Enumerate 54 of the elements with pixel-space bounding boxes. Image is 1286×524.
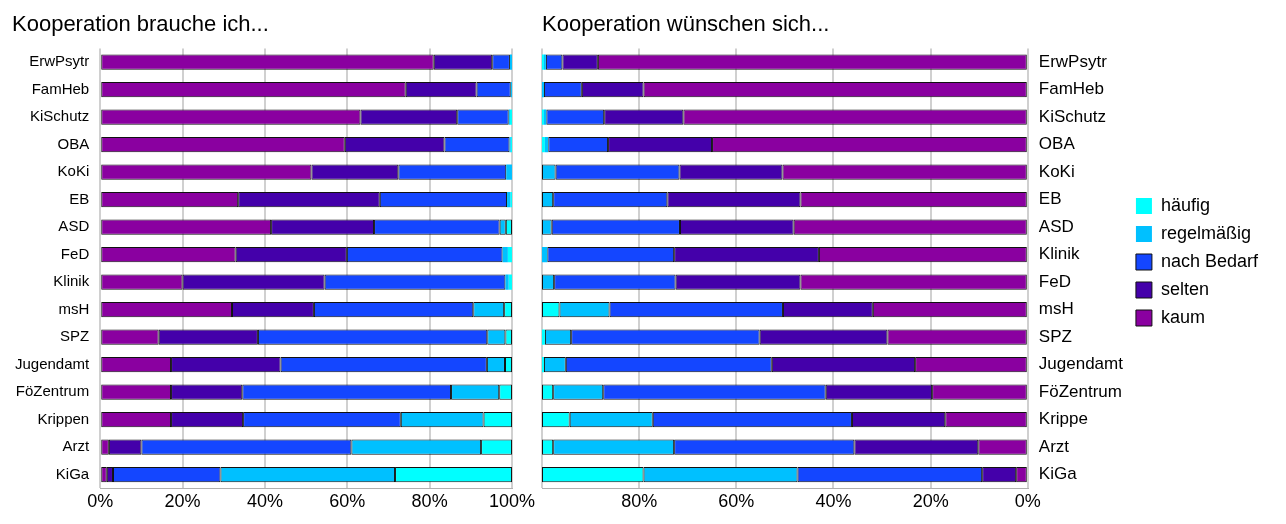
y-tick-label: SPZ <box>1038 326 1072 346</box>
y-tick-label: ASD <box>58 217 90 235</box>
legend-label: selten <box>1160 278 1209 299</box>
chart-title: Kooperation brauche ich... <box>12 11 269 37</box>
y-tick-label: FamHeb <box>1038 79 1105 99</box>
legend-label: häufig <box>1160 194 1210 215</box>
bar <box>502 247 508 263</box>
legend-label: kaum <box>1160 306 1205 327</box>
y-tick-label: Krippe <box>1038 409 1088 429</box>
y-tick-label: EB <box>69 189 90 207</box>
x-tick-label: 20% <box>912 491 949 512</box>
y-tick-label: KiSchutz <box>30 107 90 125</box>
y-tick-label: KoKi <box>1038 161 1075 181</box>
y-tick-label: Krippen <box>37 409 90 427</box>
legend-label: nach Bedarf <box>1160 250 1259 271</box>
y-tick-label: FöZentrum <box>15 382 90 400</box>
x-tick-label: 40% <box>246 491 283 512</box>
x-tick-label: 80% <box>621 491 658 512</box>
x-tick-label: 80% <box>411 491 448 512</box>
x-tick-label: 40% <box>815 491 852 512</box>
x-tick-label: 0% <box>1014 491 1041 512</box>
y-tick-label: Klinik <box>1038 244 1080 264</box>
x-tick-label: 20% <box>164 491 201 512</box>
chart-title: Kooperation wünschen sich... <box>542 11 830 37</box>
y-tick-label: Jugendamt <box>15 354 91 372</box>
y-tick-label: Arzt <box>1038 436 1070 456</box>
y-tick-label: FeD <box>60 244 90 262</box>
y-tick-label: KiSchutz <box>1038 106 1106 126</box>
y-tick-label: KiGa <box>55 464 90 482</box>
y-tick-label: KoKi <box>57 162 90 180</box>
y-tick-label: Arzt <box>62 437 91 455</box>
bar <box>542 247 548 263</box>
x-tick-label: 60% <box>718 491 755 512</box>
y-tick-label: msH <box>1038 299 1074 319</box>
bar <box>542 329 545 345</box>
y-tick-label: Jugendamt <box>1038 354 1124 374</box>
y-tick-label: ErwPsytr <box>1038 51 1108 71</box>
y-tick-label: msH <box>58 299 90 317</box>
y-tick-label: OBA <box>1038 134 1076 154</box>
y-tick-label: FamHeb <box>31 79 90 97</box>
y-tick-label: Klinik <box>53 272 90 290</box>
y-tick-label: ErwPsytr <box>29 52 90 70</box>
x-tick-label: 60% <box>329 491 366 512</box>
y-tick-label: OBA <box>57 134 90 152</box>
y-tick-label: KiGa <box>1038 464 1078 484</box>
y-tick-label: FöZentrum <box>1038 381 1122 401</box>
x-tick-label: 0% <box>87 491 114 512</box>
bar <box>542 137 545 153</box>
legend-label: regelmäßig <box>1160 222 1251 243</box>
x-tick-label: 100% <box>488 491 535 512</box>
y-tick-label: FeD <box>1038 271 1071 291</box>
y-tick-label: EB <box>1038 189 1062 209</box>
y-tick-label: SPZ <box>60 327 90 345</box>
y-tick-label: ASD <box>1038 216 1074 236</box>
